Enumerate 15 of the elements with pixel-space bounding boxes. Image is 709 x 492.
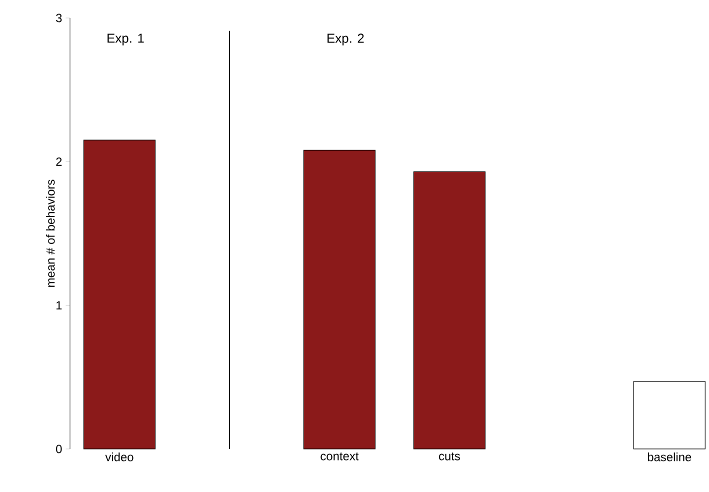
x-tick-label: cuts: [438, 452, 460, 460]
bar: [83, 140, 156, 450]
y-tick-label: 3: [56, 14, 62, 22]
bar: [413, 171, 486, 450]
y-axis-title: mean # of behaviors: [46, 180, 55, 287]
x-tick-label: video: [105, 452, 134, 462]
x-tick-label: baseline: [648, 452, 692, 462]
bar: [303, 150, 376, 450]
y-tick-label: 0: [56, 444, 62, 454]
y-tick-label: 2: [56, 157, 62, 166]
x-tick-label: context: [320, 452, 359, 460]
annotation: Exp. 1: [108, 34, 144, 46]
bar: [633, 381, 706, 450]
y-tick-label: 1: [56, 301, 62, 310]
annotation: Exp. 2: [328, 34, 364, 46]
